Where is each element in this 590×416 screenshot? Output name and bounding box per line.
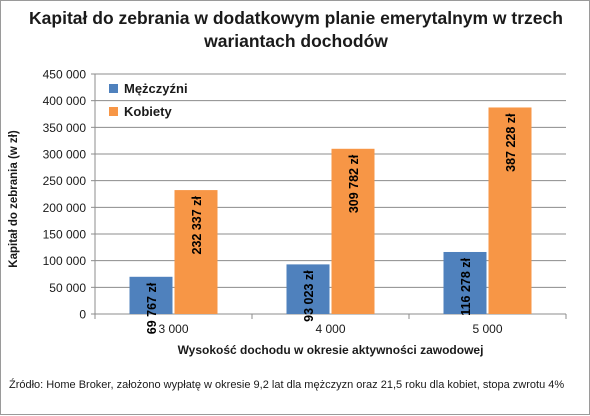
x-tick-label: 3 000 xyxy=(158,322,188,336)
bar-data-label: 93 023 zł xyxy=(302,270,316,322)
y-tick-label: 0 xyxy=(79,308,86,322)
chart-title: Kapitał do zebrania w dodatkowym planie … xyxy=(29,8,563,51)
bar-data-label: 232 337 zł xyxy=(190,196,204,255)
bar-women xyxy=(488,107,532,315)
bar-men xyxy=(286,264,330,314)
y-tick-label: 50 000 xyxy=(49,281,86,295)
x-tick-label: 5 000 xyxy=(472,322,502,336)
legend-label: Kobiety xyxy=(124,104,172,119)
x-tick-label: 4 000 xyxy=(315,322,345,336)
y-tick-label: 200 000 xyxy=(43,201,87,215)
y-tick-label: 450 000 xyxy=(43,68,87,82)
y-tick-label: 400 000 xyxy=(43,94,87,108)
bar-data-label: 387 228 zł xyxy=(504,113,518,172)
y-tick-label: 300 000 xyxy=(43,148,87,162)
bar-men xyxy=(129,276,173,314)
legend-swatch xyxy=(109,84,118,93)
y-tick-label: 350 000 xyxy=(43,121,87,135)
y-tick-label: 250 000 xyxy=(43,174,87,188)
legend-swatch xyxy=(109,107,118,116)
y-axis-title: Kapitał do zebrania (w zł) xyxy=(8,130,20,268)
bar-women xyxy=(331,148,375,314)
bar-data-label: 69 767 zł xyxy=(145,282,159,334)
bar-women xyxy=(174,190,218,314)
x-axis-title: Wysokość dochodu w okresie aktywności za… xyxy=(178,343,484,357)
legend-label: Mężczyźni xyxy=(124,81,188,96)
y-tick-label: 100 000 xyxy=(43,254,87,268)
bar-data-label: 309 782 zł xyxy=(347,154,361,213)
y-tick-label: 150 000 xyxy=(43,228,87,242)
source-footnote: Źródło: Home Broker, założono wypłatę w … xyxy=(9,379,565,391)
bar-data-label: 116 278 zł xyxy=(459,257,473,315)
bar-men xyxy=(443,251,487,314)
